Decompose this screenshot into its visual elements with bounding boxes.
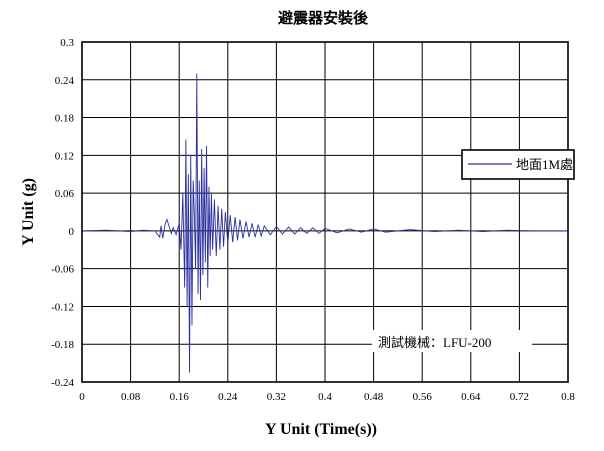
grid-lines (82, 42, 568, 382)
y-tick-label: -0.18 (51, 339, 74, 351)
x-tick-label: 0.4 (318, 391, 332, 403)
y-tick-label: 0.12 (55, 150, 74, 162)
x-tick-label: 0.72 (510, 391, 529, 403)
x-tick-label: 0.08 (121, 391, 141, 403)
y-tick-label: -0.06 (51, 264, 74, 276)
plot-border (81, 41, 569, 383)
annotation-text: 測試機械：LFU-200 (378, 335, 491, 350)
x-tick-labels: 0 0.08 0.16 0.24 0.32 0.4 0.48 0.56 0.64 0.72 0.8 (79, 391, 575, 403)
legend: 地面1M處 (461, 149, 575, 180)
annotation: 測試機械：LFU-200 (372, 330, 532, 352)
x-tick-label: 0.16 (170, 391, 190, 403)
y-axis-title: Y Unit (g) (20, 178, 37, 246)
chart-title: 避震器安裝後 (278, 9, 369, 27)
x-tick-label: 0.64 (461, 391, 481, 403)
x-tick-label: 0 (79, 391, 85, 403)
x-tick-label: 0.48 (364, 391, 384, 403)
y-tick-label: 0.06 (55, 188, 75, 200)
legend-label: 地面1M處 (516, 157, 573, 172)
x-axis-title: Y Unit (Time(s)) (265, 421, 377, 438)
x-tick-label: 0.24 (218, 391, 238, 403)
y-tick-label: 0.24 (55, 75, 75, 87)
y-tick-label: -0.24 (51, 377, 74, 389)
y-tick-label: 0.18 (55, 113, 75, 125)
x-tick-label: 0.56 (413, 391, 433, 403)
y-tick-labels: 0.3 0.24 0.18 0.12 0.06 0 -0.06 -0.12 -0.18 -0.24 (51, 37, 74, 389)
x-tick-label: 0.8 (561, 391, 575, 403)
y-tick-label: 0.3 (60, 37, 74, 49)
series-line-ground-1m (81, 73, 568, 373)
y-tick-label: -0.12 (51, 301, 74, 313)
y-tick-label: 0 (69, 226, 75, 238)
x-tick-label: 0.32 (267, 391, 286, 403)
annotation-bg (372, 330, 532, 352)
